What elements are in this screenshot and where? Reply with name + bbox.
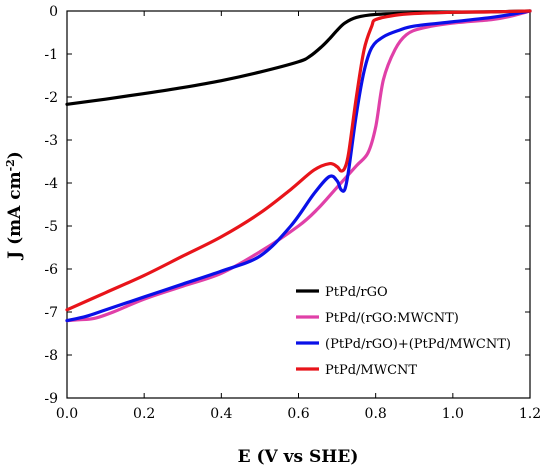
data-series	[65, 9, 532, 323]
y-axis-label-close: )	[5, 151, 25, 159]
y-tick-label: -1	[44, 47, 58, 63]
x-tick-label: 0.4	[210, 406, 232, 422]
series-line-1	[65, 9, 532, 106]
y-axis-label: J (mA cm-2)	[4, 151, 25, 261]
x-tick-label: 0.0	[56, 406, 78, 422]
y-tick-label: -6	[44, 262, 58, 278]
y-tick-label: 0	[49, 4, 58, 20]
y-tick-label: -5	[44, 219, 58, 235]
legend-label-3: (PtPd/rGO)+(PtPd/MWCNT)	[325, 337, 511, 352]
y-axis-label-main: J (mA cm	[5, 171, 25, 260]
axes: 0.0 0.2 0.4 0.6 0.8 1.0 1.2 0 -1 -2 -3 -4 -5 -6 -7 -8 -9	[44, 4, 541, 422]
x-tick-label: 0.2	[133, 406, 155, 422]
legend-label-4: PtPd/MWCNT	[325, 363, 417, 378]
series-line-2	[65, 9, 532, 323]
y-tick-label: -8	[44, 348, 58, 364]
y-tick-label: -2	[44, 90, 58, 106]
x-tick-label: 0.6	[287, 406, 309, 422]
y-tick-label: -7	[44, 305, 58, 321]
y-tick-label: -4	[44, 176, 58, 192]
legend-label-2: PtPd/(rGO:MWCNT)	[325, 311, 459, 326]
y-tick-label: -9	[44, 391, 58, 407]
legend: PtPd/rGO PtPd/(rGO:MWCNT) (PtPd/rGO)+(PtPd…	[296, 285, 511, 378]
legend-label-1: PtPd/rGO	[325, 285, 388, 300]
x-tick-label: 1.2	[519, 406, 541, 422]
x-tick-label: 0.8	[365, 406, 387, 422]
y-tick-label: -3	[44, 133, 58, 149]
x-tick-label: 1.0	[442, 406, 464, 422]
x-axis-label: E (V vs SHE)	[238, 447, 359, 467]
y-axis-label-superscript: -2	[4, 159, 17, 171]
series-line-3	[65, 9, 532, 323]
series-line-4	[65, 9, 532, 312]
